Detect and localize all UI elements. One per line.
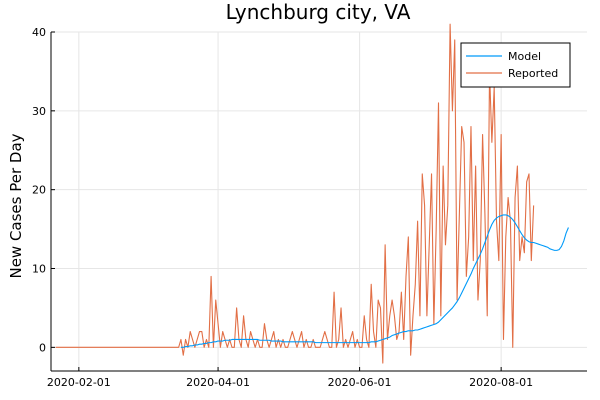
series-line-model [180, 214, 569, 348]
legend-box [460, 42, 571, 88]
x-tick-label: 2020-04-01 [186, 376, 250, 389]
x-tick-label: 2020-06-01 [328, 376, 392, 389]
y-tick-label: 10 [32, 263, 46, 276]
y-tick-label: 40 [32, 26, 46, 39]
axes-layer: 0 10 20 30 40 2020-02-01 2020-04-01 2020-06-01 2… [32, 26, 587, 389]
x-tick-label: 2020-02-01 [47, 376, 111, 389]
legend-label-reported: Reported [508, 67, 558, 80]
legend-label-model: Model [508, 50, 541, 63]
y-tick-label: 30 [32, 105, 46, 118]
chart-title: Lynchburg city, VA [226, 0, 411, 24]
y-tick-label: 20 [32, 184, 46, 197]
grid-layer [51, 31, 587, 371]
x-tick-label: 2020-08-01 [469, 376, 533, 389]
y-axis-title: New Cases Per Day [7, 133, 25, 278]
series-line-reported [55, 23, 535, 364]
legend: Model Reported [460, 42, 571, 88]
y-tick-label: 0 [39, 341, 46, 354]
series-layer [55, 23, 569, 364]
